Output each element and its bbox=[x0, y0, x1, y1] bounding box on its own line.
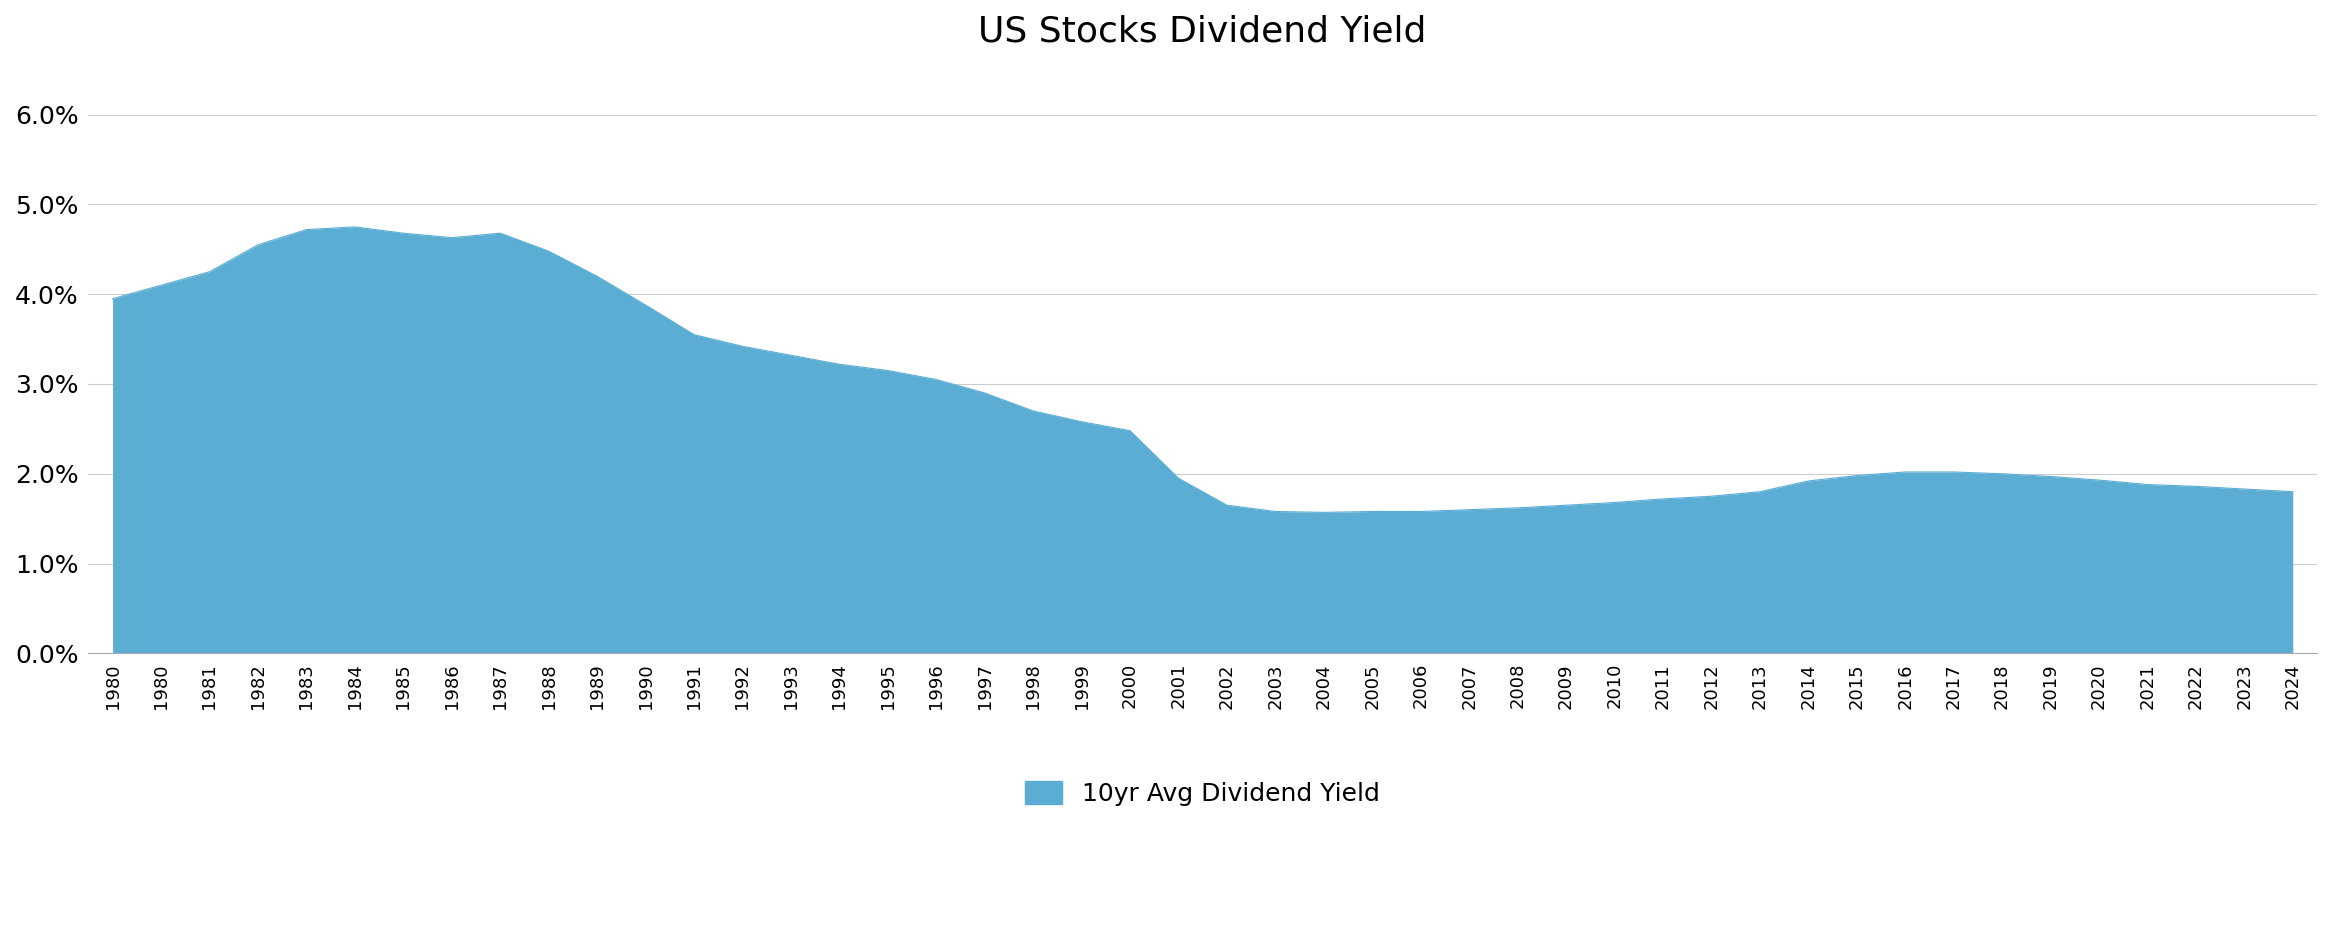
Legend: 10yr Avg Dividend Yield: 10yr Avg Dividend Yield bbox=[1014, 771, 1390, 816]
Title: US Stocks Dividend Yield: US Stocks Dividend Yield bbox=[979, 15, 1427, 49]
